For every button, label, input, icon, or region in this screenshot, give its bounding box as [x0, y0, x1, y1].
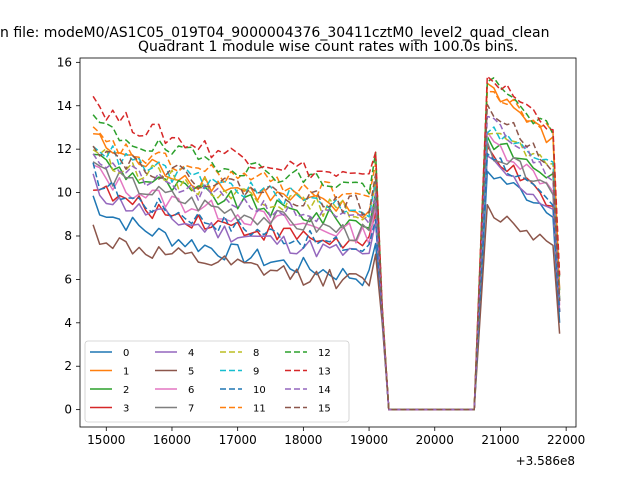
- x-tick-label: 17000: [219, 433, 257, 447]
- y-tick-label: 6: [64, 272, 72, 286]
- x-tick-label: 21000: [481, 433, 519, 447]
- legend-label-2: 2: [123, 385, 129, 396]
- y-tick-label: 10: [57, 186, 72, 200]
- x-tick-label: 15000: [87, 433, 125, 447]
- y-axis: 0 2 4 6 8 10 12 14 16: [57, 55, 80, 417]
- legend-label-5: 5: [188, 367, 194, 378]
- x-tick-label: 20000: [416, 433, 454, 447]
- legend-label-7: 7: [188, 404, 194, 415]
- legend-label-4: 4: [188, 348, 194, 359]
- x-axis: 15000 16000 17000 18000 19000 20000 21000 22000: [87, 427, 585, 447]
- y-tick-label: 4: [64, 316, 72, 330]
- series-layer: [92, 75, 561, 411]
- legend-label-1: 1: [123, 367, 129, 378]
- legend-label-10: 10: [253, 385, 266, 396]
- y-tick-label: 2: [64, 359, 72, 373]
- plot-frame: [79, 57, 577, 428]
- legend-label-0: 0: [123, 348, 129, 359]
- legend-box: [84, 340, 350, 423]
- legend-label-14: 14: [318, 385, 331, 396]
- x-tick-label: 16000: [153, 433, 191, 447]
- x-offset-label: +3.586e8: [516, 454, 575, 468]
- y-tick-label: 0: [64, 403, 72, 417]
- x-tick-label: 19000: [350, 433, 388, 447]
- legend-label-13: 13: [318, 367, 331, 378]
- legend-label-9: 9: [253, 367, 259, 378]
- chart-title: Quadrant 1 module wise count rates with …: [138, 39, 518, 55]
- legend-label-8: 8: [253, 348, 259, 359]
- legend-label-15: 15: [318, 404, 331, 415]
- legend-label-6: 6: [188, 385, 194, 396]
- legend-label-3: 3: [123, 404, 129, 415]
- y-tick-label: 16: [57, 55, 72, 69]
- x-tick-label: 22000: [547, 433, 585, 447]
- series-line-5: [92, 203, 561, 411]
- figure-suptitle: n file: modeM0/AS1C05_019T04_9000004376_…: [0, 25, 549, 41]
- series-line-15: [92, 103, 561, 411]
- legend-label-11: 11: [253, 404, 266, 415]
- legend-label-12: 12: [318, 348, 331, 359]
- y-tick-label: 8: [64, 229, 72, 243]
- y-tick-label: 14: [57, 99, 72, 113]
- y-tick-label: 12: [57, 142, 72, 156]
- x-tick-label: 18000: [284, 433, 322, 447]
